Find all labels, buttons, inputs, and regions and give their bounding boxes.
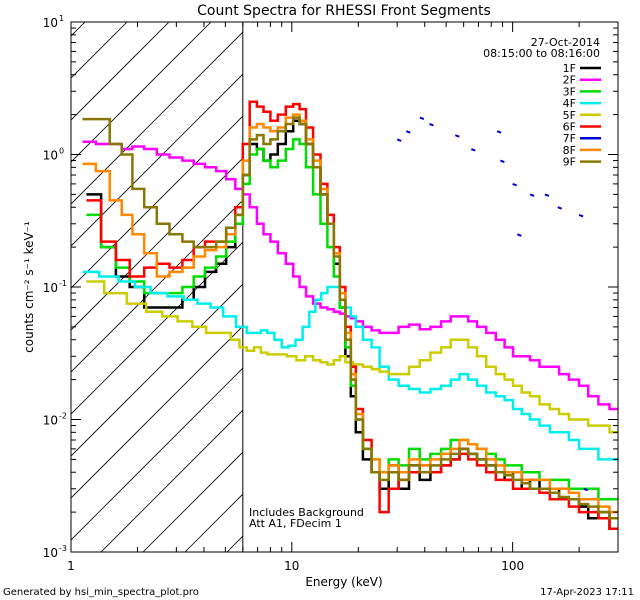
hatch-line (269, 0, 640, 552)
chart-title: Count Spectra for RHESSI Front Segments (197, 3, 491, 19)
series-7f-point (396, 138, 402, 142)
series-7f-point (583, 487, 589, 492)
hatch-line (71, 199, 243, 373)
hatch-line (226, 535, 243, 552)
series-7f-point (578, 213, 584, 218)
series-7f-point (516, 233, 522, 237)
hatch-line (437, 0, 640, 552)
hatch-line (71, 22, 212, 163)
y-tick-label: 10 (43, 149, 58, 163)
series-4f-line (82, 270, 618, 461)
series-7f-point (419, 116, 425, 121)
hatch-line (71, 283, 243, 457)
hatch-line (71, 157, 243, 331)
series-7f-point (544, 193, 550, 197)
note-attenuator: Att A1, FDecim 1 (249, 517, 342, 530)
hatch-line (71, 241, 243, 415)
hatch-region (0, 0, 640, 552)
y-tick-exponent: -3 (59, 544, 67, 553)
time-range-label: 08:15:00 to 08:16:00 (483, 47, 600, 60)
hatch-line (71, 22, 170, 121)
series-7f-point (529, 193, 535, 197)
legend-label-7f: 7F (563, 132, 576, 145)
legend-label-5f: 5F (563, 109, 576, 122)
series-3f-line (86, 138, 618, 501)
y-tick-exponent: -1 (59, 279, 67, 288)
y-tick-exponent: 1 (59, 14, 64, 23)
series-5f-line (86, 280, 618, 434)
hatch-line (71, 31, 243, 205)
y-tick-exponent: -2 (59, 412, 67, 421)
y-axis-label: counts cm⁻² s⁻¹ keV⁻¹ (22, 221, 36, 353)
series-7f-point (512, 182, 517, 187)
legend-label-1f: 1F (563, 62, 576, 75)
series-layer (82, 100, 618, 530)
series-7f-point (500, 159, 505, 163)
legend-label-9f: 9F (563, 156, 576, 169)
series-7f-point (496, 130, 502, 134)
series-1f-line (86, 119, 618, 530)
date-label: 27-Oct-2014 (531, 36, 600, 49)
x-tick-label: 10 (284, 559, 299, 573)
note-background: Includes Background (249, 506, 364, 519)
legend-label-2f: 2F (563, 74, 576, 87)
y-tick-label: 10 (43, 16, 58, 30)
series-7f-point (454, 134, 460, 138)
legend-label-6f: 6F (563, 121, 576, 134)
series-7f-point (557, 206, 563, 210)
generated-by-label: Generated by hsi_min_spectra_plot.pro (3, 587, 199, 598)
legend-label-3f: 3F (563, 85, 576, 98)
hatch-line (395, 0, 640, 552)
series-9f-line (82, 116, 618, 520)
hatch-line (311, 0, 640, 552)
hatch-line (100, 409, 243, 552)
hatch-line (71, 115, 243, 289)
legend-label-8f: 8F (563, 144, 576, 157)
legend-label-4f: 4F (563, 97, 576, 110)
x-tick-label: 1 (67, 559, 75, 573)
hatch-line (71, 325, 243, 499)
y-tick-label: 10 (43, 546, 58, 560)
y-tick-label: 10 (43, 281, 58, 295)
hatch-line (0, 0, 113, 552)
x-tick-label: 100 (501, 559, 524, 573)
y-tick-label: 10 (43, 414, 58, 428)
hatch-line (71, 367, 243, 541)
series-7f-point (429, 123, 434, 127)
hatch-line (71, 22, 128, 79)
series-7f-point (405, 130, 411, 134)
x-axis-label: Energy (keV) (305, 575, 382, 589)
y-tick-exponent: 0 (59, 147, 64, 156)
hatch-line (71, 73, 243, 247)
timestamp-label: 17-Apr-2023 17:11 (540, 587, 634, 598)
series-7f-point (470, 148, 476, 152)
